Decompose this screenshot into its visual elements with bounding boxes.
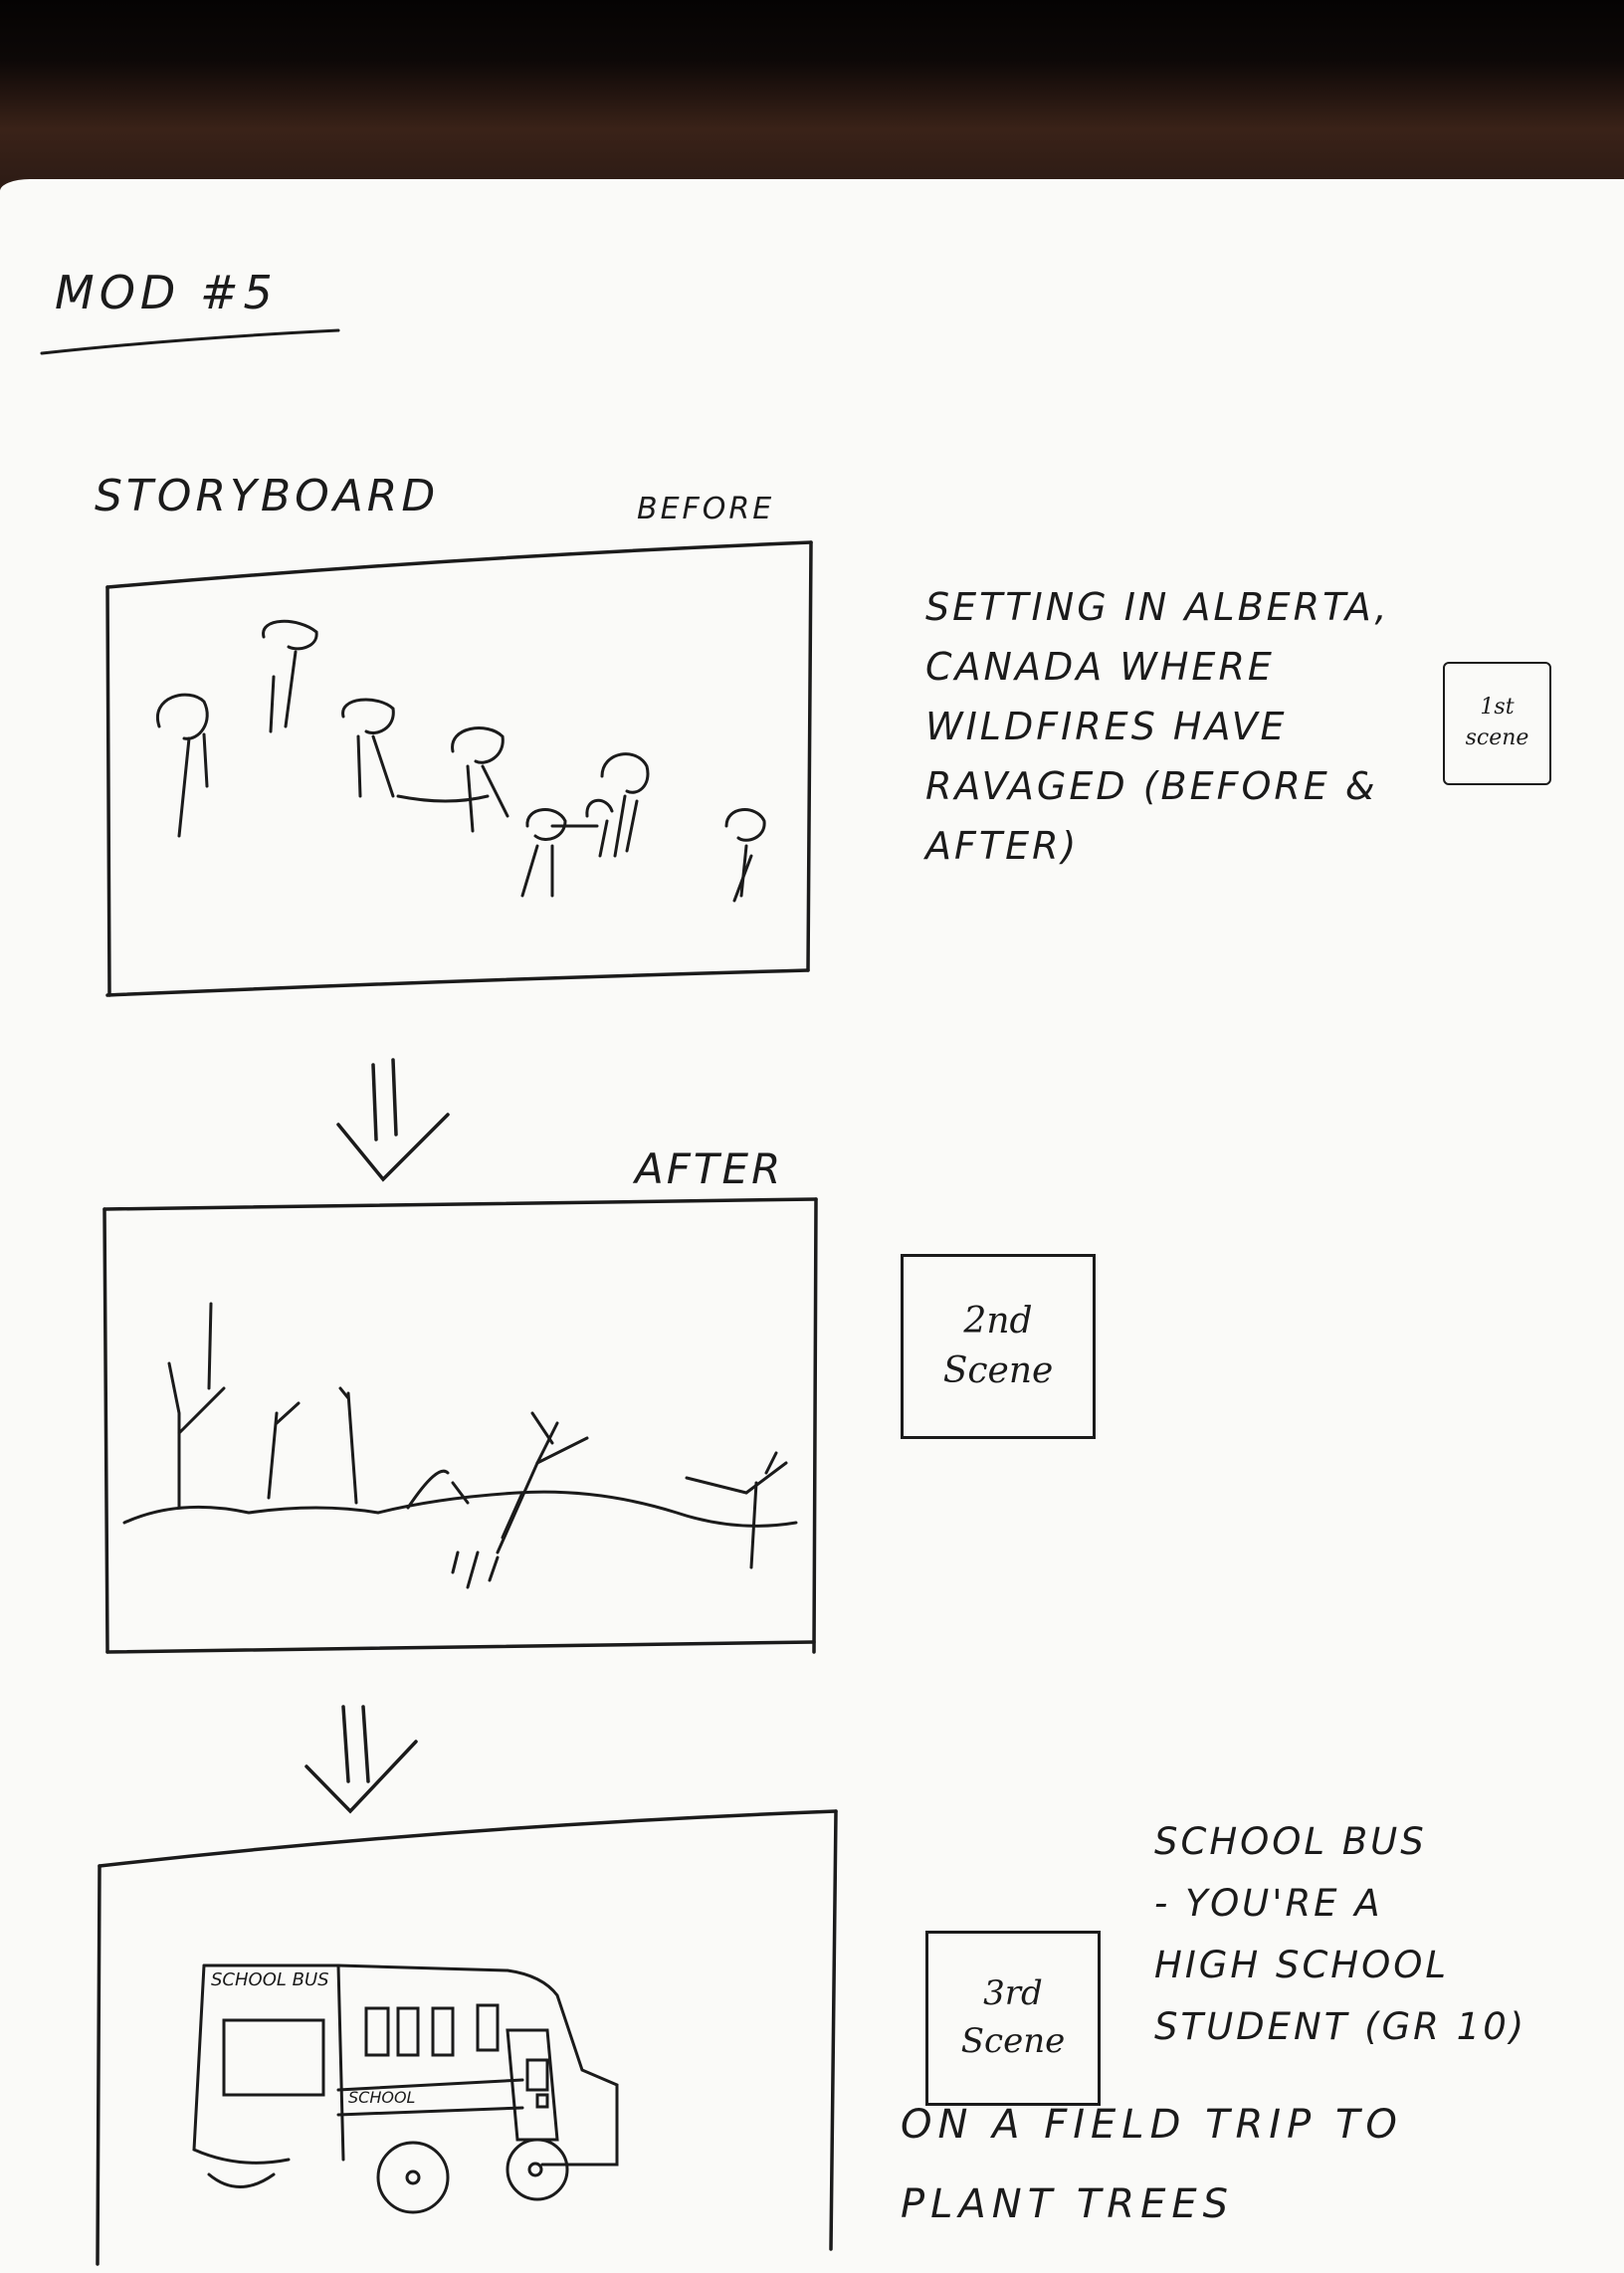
frame-label-after: AFTER xyxy=(635,1144,784,1193)
down-arrow-1 xyxy=(336,1058,450,1182)
down-arrow-2 xyxy=(304,1705,418,1814)
bus-sign: SCHOOL BUS xyxy=(211,1969,329,1990)
burned-trees-sketch xyxy=(122,1302,798,1589)
frame-bus xyxy=(96,1809,838,2266)
frame-label-before: BEFORE xyxy=(637,492,775,526)
notebook-page xyxy=(0,179,1624,2273)
frame-after xyxy=(102,1197,818,1654)
scene-3-note: SCHOOL BUS - YOU'RE A HIGH SCHOOL STUDENT (… xyxy=(1154,1820,1527,2048)
page-title: MOD #5 xyxy=(55,266,278,319)
frame-before xyxy=(105,540,813,997)
storyboard-heading: STORYBOARD xyxy=(95,471,440,521)
desk-background xyxy=(0,0,1624,199)
bus-side-label: SCHOOL xyxy=(348,2088,416,2107)
scene-1-note: SETTING IN ALBERTA, CANADA WHERE WILDFIRES… xyxy=(925,585,1390,868)
title-underline xyxy=(40,328,340,355)
scene-2-badge: 2nd Scene xyxy=(901,1254,1096,1439)
school-bus-sketch xyxy=(192,1963,619,2214)
scene-3-note-b: ON A FIELD TRIP TO PLANT TREES xyxy=(901,2102,1403,2227)
scene-3-badge: 3rd Scene xyxy=(925,1931,1101,2106)
healthy-trees-sketch xyxy=(155,619,766,903)
scene-1-badge: 1st scene xyxy=(1443,662,1551,785)
